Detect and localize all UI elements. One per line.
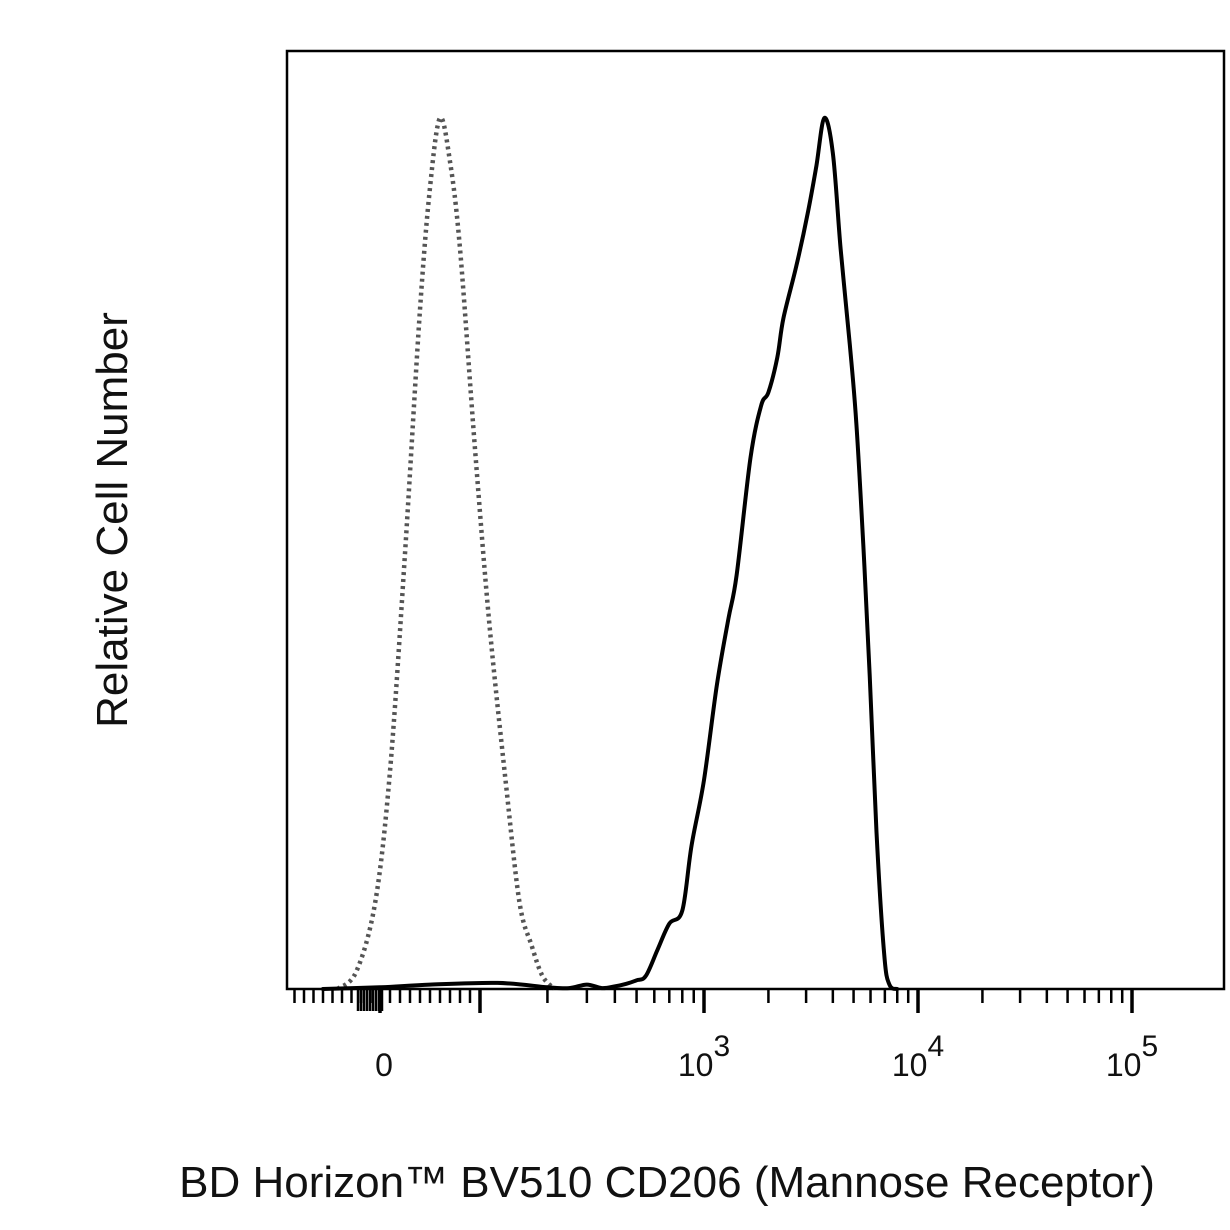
plot-frame [285, 49, 1226, 991]
histogram-curves [321, 115, 900, 991]
x-axis-title: BD Horizon™ BV510 CD206 (Mannose Recepto… [179, 1158, 1155, 1207]
major-ticks [378, 989, 1134, 1013]
x-tick-label: 0 [375, 1047, 393, 1083]
cd206-stained-curve [321, 115, 900, 991]
x-tick-label: 104 [892, 1030, 944, 1083]
x-tick-label: 105 [1106, 1030, 1158, 1083]
x-tick-label: 103 [678, 1030, 730, 1083]
isotype-control-curve [335, 115, 557, 991]
x-tick-labels: 0 103 104 105 [375, 1030, 1158, 1083]
y-axis-title: Relative Cell Number [88, 312, 137, 728]
minor-ticks [293, 989, 1124, 1011]
